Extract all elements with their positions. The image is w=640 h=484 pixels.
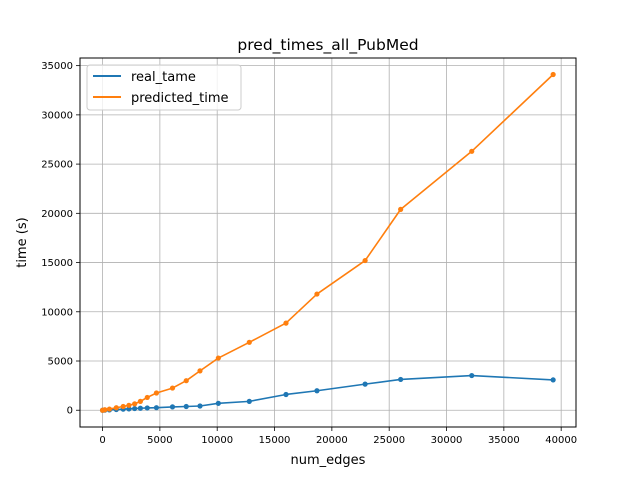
- data-point-real-tame: [183, 403, 189, 410]
- legend-label-predicted-time: predicted_time: [131, 91, 229, 106]
- y-tick-label: 0: [67, 406, 73, 417]
- y-tick-label: 5000: [48, 357, 73, 368]
- data-point-real-tame: [283, 391, 289, 398]
- y-tick-label: 10000: [41, 307, 73, 318]
- data-point-predicted-time: [106, 406, 113, 412]
- data-point-predicted-time: [283, 320, 289, 326]
- legend-label-real-tame: real_tame: [131, 70, 196, 85]
- legend-frame: [86, 64, 242, 111]
- data-point-predicted-time: [314, 291, 320, 297]
- y-tick-label: 30000: [41, 110, 73, 121]
- data-point-predicted-time: [153, 390, 160, 396]
- legend: real_tame predicted_time: [86, 64, 242, 111]
- data-point-predicted-time: [246, 339, 252, 345]
- data-point-real-tame: [137, 405, 143, 411]
- data-point-predicted-time: [469, 148, 475, 154]
- data-point-real-tame: [153, 405, 160, 411]
- x-tick-label: 35000: [488, 435, 520, 446]
- x-tick-label: 30000: [431, 435, 463, 446]
- x-axis-ticks: 0 5000 10000 15000 20000 25000 30000 35000 40000: [99, 427, 577, 446]
- x-tick-label: 0: [99, 435, 105, 446]
- x-tick-label: 10000: [201, 435, 233, 446]
- data-point-predicted-time: [113, 405, 119, 411]
- y-tick-label: 25000: [41, 160, 73, 171]
- series-predicted-time: [99, 71, 556, 413]
- y-tick-label: 35000: [41, 61, 73, 72]
- data-point-real-tame: [362, 381, 368, 387]
- x-tick-label: 15000: [259, 435, 291, 446]
- data-point-real-tame: [132, 405, 138, 412]
- y-axis-ticks: 0 5000 10000 15000 20000 25000 30000 35000: [41, 61, 80, 417]
- data-point-predicted-time: [183, 378, 189, 384]
- data-point-real-tame: [144, 405, 150, 411]
- data-point-real-tame: [314, 388, 320, 394]
- data-point-real-tame: [469, 372, 475, 379]
- data-point-predicted-time: [120, 403, 126, 410]
- data-point-predicted-time: [197, 368, 203, 374]
- x-tick-label: 20000: [316, 435, 348, 446]
- data-point-predicted-time: [398, 206, 404, 212]
- plot-frame: [79, 57, 577, 428]
- grid: [80, 58, 576, 427]
- data-point-predicted-time: [550, 71, 556, 78]
- y-tick-label: 15000: [41, 258, 73, 269]
- data-point-predicted-time: [215, 355, 221, 361]
- data-point-real-tame: [550, 377, 556, 383]
- x-axis-label: num_edges: [291, 453, 366, 468]
- data-point-real-tame: [398, 376, 404, 383]
- data-point-predicted-time: [144, 394, 150, 401]
- x-tick-label: 5000: [147, 435, 172, 446]
- data-point-predicted-time: [102, 407, 108, 413]
- chart-title: pred_times_all_PubMed: [237, 36, 418, 55]
- data-point-predicted-time: [132, 401, 138, 407]
- y-axis-label: time (s): [15, 217, 30, 267]
- series-layer: [99, 71, 556, 413]
- data-point-predicted-time: [126, 402, 132, 408]
- data-point-predicted-time: [169, 385, 176, 391]
- data-point-predicted-time: [137, 398, 143, 404]
- data-point-real-tame: [197, 403, 203, 409]
- data-point-predicted-time: [362, 257, 368, 264]
- x-tick-label: 25000: [373, 435, 405, 446]
- data-point-real-tame: [215, 400, 221, 406]
- x-tick-label: 40000: [545, 435, 577, 446]
- data-point-real-tame: [246, 398, 252, 404]
- data-point-real-tame: [169, 404, 176, 410]
- y-tick-label: 20000: [41, 209, 73, 220]
